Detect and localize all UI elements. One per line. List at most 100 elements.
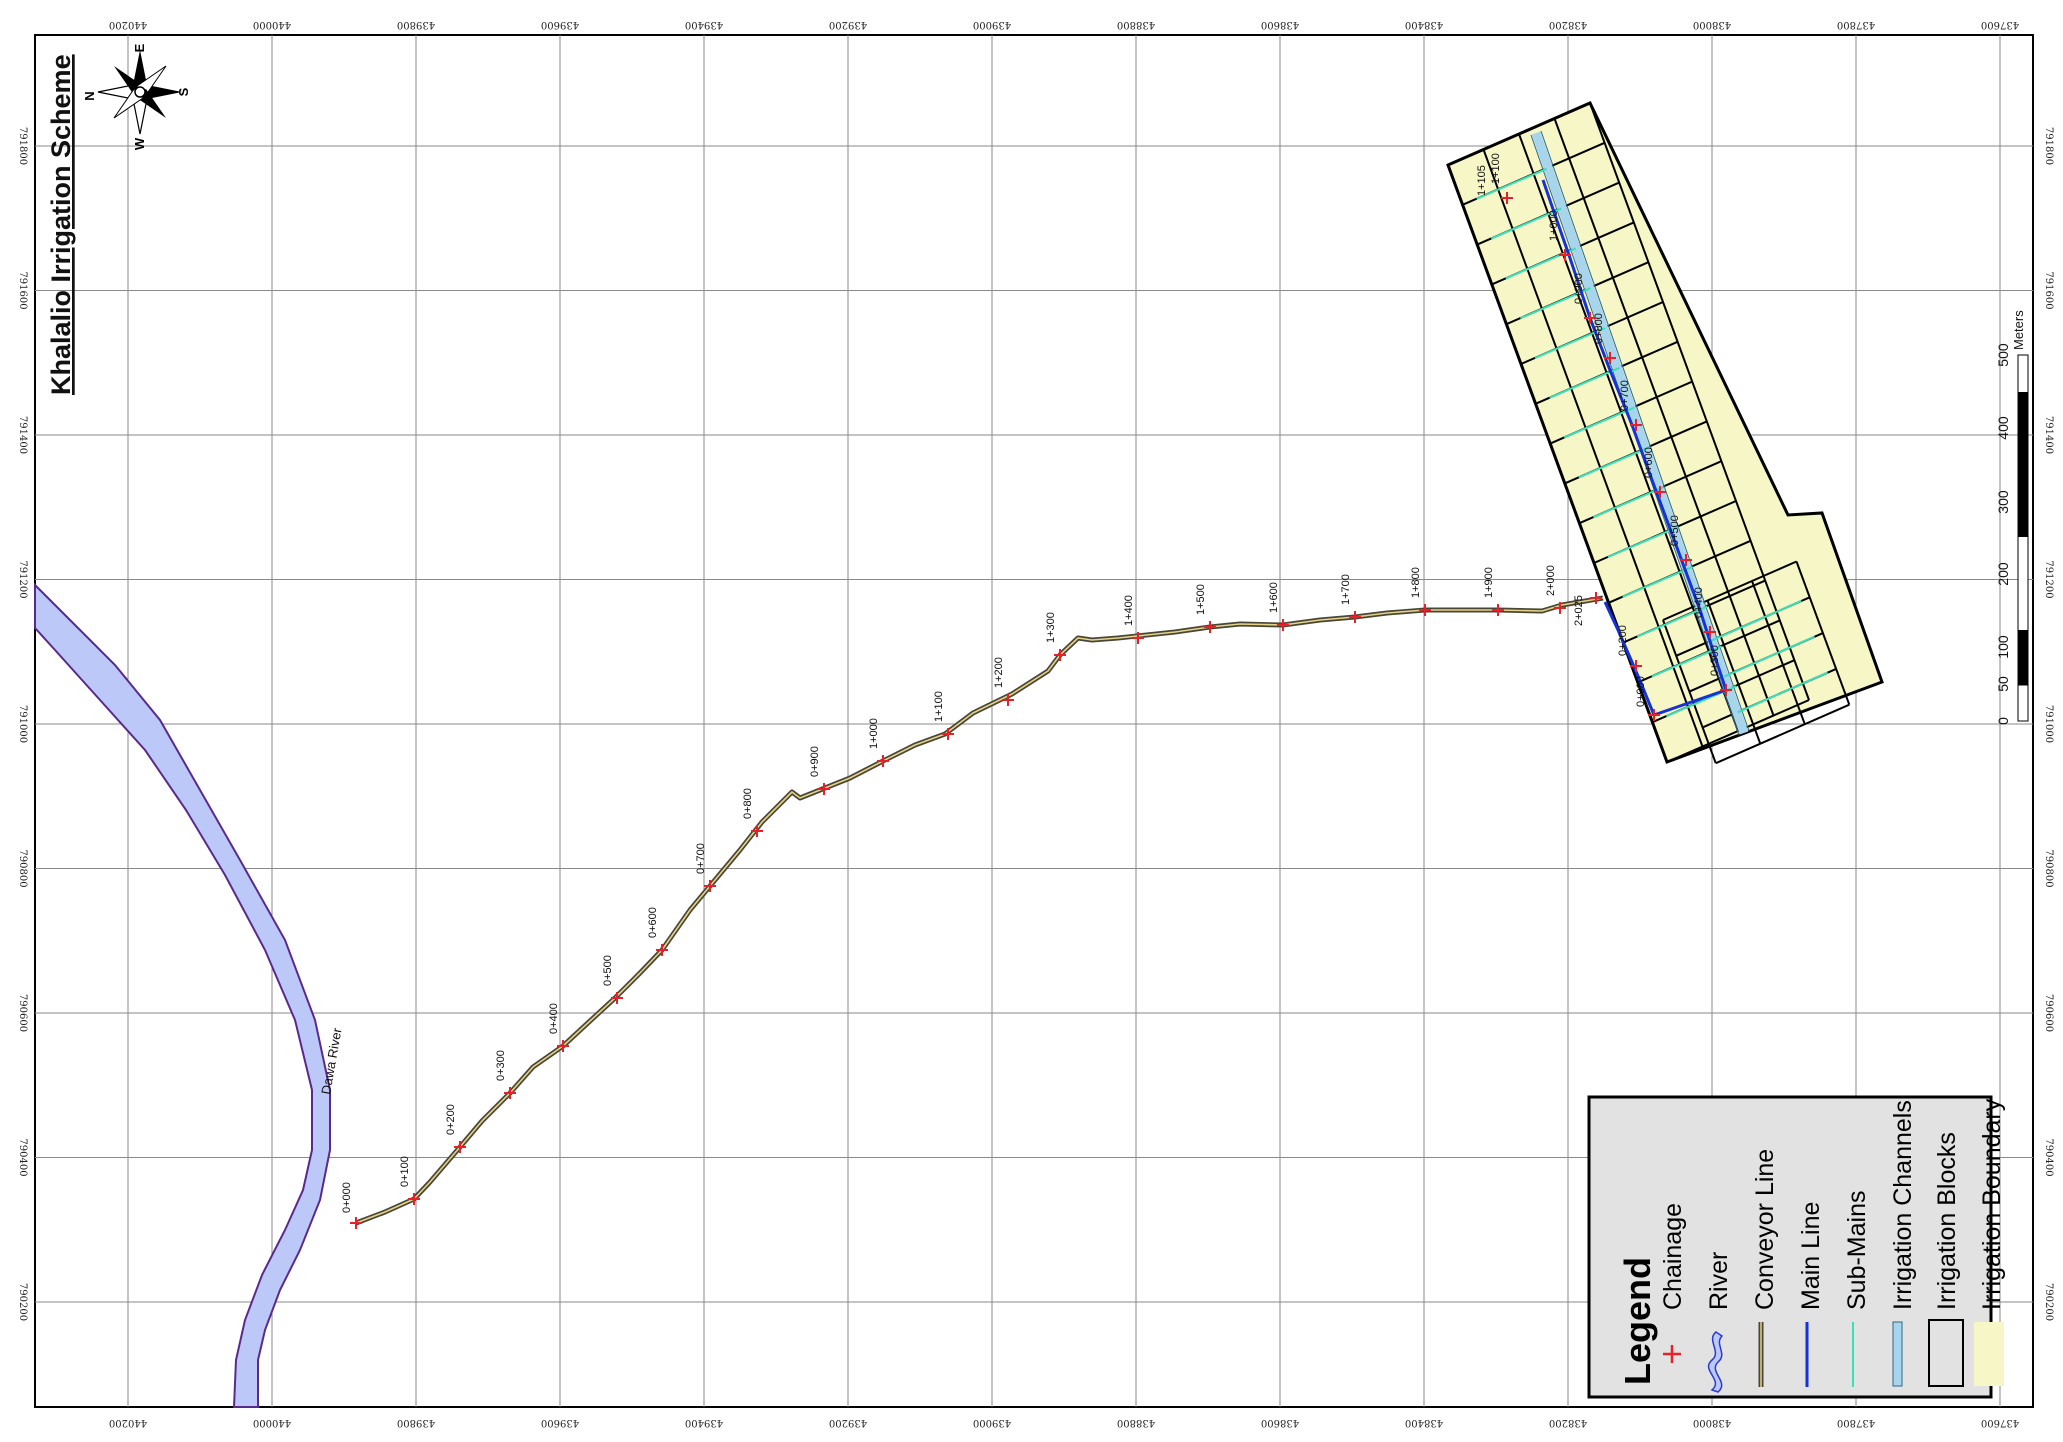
chainage-label: 1+000 <box>1548 210 1560 241</box>
northing-tick-left: 791800 <box>17 127 28 165</box>
easting-tick-top: 439200 <box>829 19 867 30</box>
easting-tick-top: 439600 <box>541 19 579 30</box>
chainage-marker: 1+105 <box>1476 165 1513 204</box>
main-line <box>1541 179 1728 717</box>
compass-rose-icon: N S E W <box>82 43 191 150</box>
chainage-label: 0+900 <box>809 746 821 777</box>
sub-main <box>1651 645 1723 678</box>
chainage-label: 1+600 <box>1268 582 1280 613</box>
chainage-marker: 0+600 <box>647 907 668 956</box>
chainage-label: 1+800 <box>1410 567 1422 598</box>
chainage-marker: 0+800 <box>1593 313 1616 364</box>
chainage-marker: 0+400 <box>1693 587 1716 638</box>
northing-tick-left: 790400 <box>17 1138 28 1176</box>
easting-tick-bottom: 440200 <box>109 1417 147 1428</box>
easting-tick-top: 437800 <box>1837 19 1875 30</box>
northing-tick-left: 791600 <box>17 271 28 309</box>
chainage-marker: 1+000 <box>1548 210 1571 261</box>
easting-tick-bottom: 439600 <box>541 1417 579 1428</box>
chainage-marker: 2+025 <box>1573 592 1602 626</box>
chainage-marker: 1+900 <box>1483 567 1504 616</box>
chainage-label: 0+400 <box>548 1003 560 1034</box>
chainage-marker: 0+200 <box>445 1104 466 1153</box>
chainage-label: 0+800 <box>1593 313 1605 344</box>
block-line <box>1447 164 1668 763</box>
easting-tick-bottom: 439400 <box>685 1417 723 1428</box>
easting-tick-top: 438800 <box>1117 19 1155 30</box>
sub-main <box>1520 287 1591 320</box>
northing-tick-left: 790200 <box>17 1283 28 1321</box>
easting-tick-top: 438000 <box>1693 19 1731 30</box>
chainage-label: 1+400 <box>1123 595 1135 626</box>
chainage-label: 0+400 <box>1693 587 1705 618</box>
chainage-marker: 0+100 <box>399 1156 420 1205</box>
sub-main <box>1710 599 1802 642</box>
chainage-marker: 0+200 <box>1617 625 1642 672</box>
chainage-marker: 1+500 <box>1195 584 1216 633</box>
easting-tick-top: 440000 <box>253 19 291 30</box>
grid-tick-labels: 440200 440200 440000 440000 439800 439800 4396… <box>17 19 2054 1428</box>
chainage-label: 0+700 <box>695 843 707 874</box>
easting-tick-bottom: 440000 <box>253 1417 291 1428</box>
block-line <box>1482 149 1704 747</box>
easting-tick-bottom: 439800 <box>397 1417 435 1428</box>
legend-item-label: River <box>1705 1252 1733 1310</box>
chainage-marker: 1+800 <box>1410 567 1431 616</box>
northing-tick-right: 790800 <box>2043 849 2054 887</box>
chainage-label: 0+100 <box>399 1156 411 1187</box>
scale-label: 300 <box>1995 490 2011 514</box>
legend-river-symbol <box>1707 1331 1724 1393</box>
easting-tick-bottom: 438200 <box>1549 1417 1587 1428</box>
block-line <box>1662 560 1797 621</box>
chainage-marker: 1+200 <box>993 657 1014 706</box>
chainage-label: 1+000 <box>868 718 880 749</box>
easting-tick-bottom: 437600 <box>1981 1417 2019 1428</box>
chainage-marker: 1+700 <box>1340 574 1361 623</box>
chainage-marker: 0+300 <box>495 1050 516 1099</box>
scale-label: 200 <box>1995 562 2011 586</box>
northing-tick-right: 791800 <box>2043 127 2054 165</box>
chainage-label: 1+200 <box>993 657 1005 688</box>
chainage-marker: 0+000 <box>1635 676 1660 721</box>
easting-tick-bottom: 438000 <box>1693 1417 1731 1428</box>
sub-main <box>1490 207 1562 240</box>
scale-label: 0 <box>1995 717 2011 725</box>
chainage-marker: 0+300 <box>1709 645 1732 696</box>
chainage-label: 0+500 <box>602 955 614 986</box>
chainage-label: 1+500 <box>1195 584 1207 615</box>
coordinate-grid <box>35 35 2033 1407</box>
chainage-label: 0+800 <box>742 788 754 819</box>
easting-tick-top: 438600 <box>1261 19 1299 30</box>
chainage-label: 1+900 <box>1483 567 1495 598</box>
easting-tick-top: 439000 <box>973 19 1011 30</box>
northing-tick-right: 791000 <box>2043 705 2054 743</box>
chainage-marker: 0+400 <box>548 1003 569 1052</box>
sub-main <box>1723 635 1815 678</box>
chainage-label: 0+600 <box>647 907 659 938</box>
legend-blocks-symbol <box>1928 1319 1964 1387</box>
chainage-label: 0+000 <box>341 1182 353 1213</box>
easting-tick-bottom: 438400 <box>1405 1417 1443 1428</box>
northing-tick-right: 791400 <box>2043 416 2054 454</box>
sub-main <box>1476 167 1547 200</box>
scale-label: 400 <box>1995 416 2011 440</box>
chainage-marker: 0+900 <box>1573 273 1596 324</box>
sub-main <box>1563 406 1635 439</box>
compass-s-label: S <box>176 87 191 96</box>
block-line <box>1447 102 1591 166</box>
easting-tick-top: 438400 <box>1405 19 1443 30</box>
block-line <box>1518 133 1739 732</box>
easting-tick-top: 439800 <box>397 19 435 30</box>
legend-item-label: Chainage <box>1659 1203 1687 1310</box>
irrigation-area <box>1446 101 1884 765</box>
legend-channel-symbol <box>1892 1321 1903 1387</box>
easting-tick-top: 439400 <box>685 19 723 30</box>
easting-tick-top: 440200 <box>109 19 147 30</box>
block-line <box>1589 102 1810 701</box>
block-line <box>1715 703 1850 765</box>
legend-item-label: Irrigation Boundary <box>1978 1098 2006 1310</box>
northing-tick-right: 791600 <box>2043 271 2054 309</box>
dawa-river <box>34 582 331 1408</box>
easting-tick-bottom: 438800 <box>1117 1417 1155 1428</box>
legend-chainage-symbol <box>1663 1345 1681 1363</box>
